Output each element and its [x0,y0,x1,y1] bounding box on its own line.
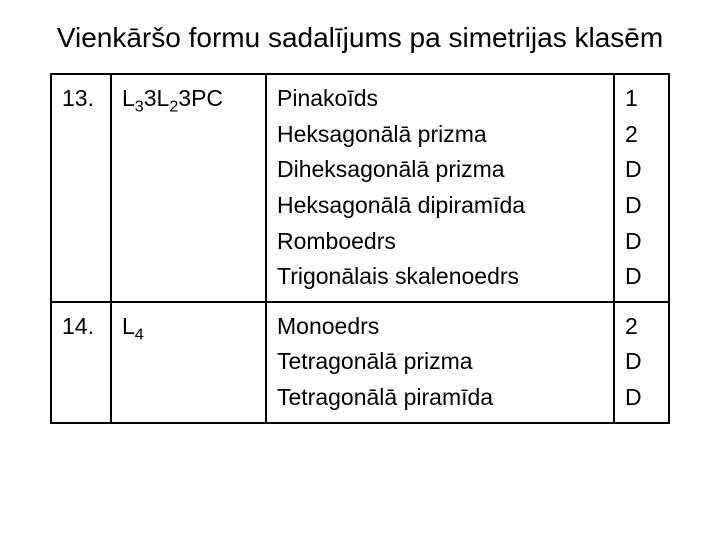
form-name: Tetragonālā piramīda [277,380,603,416]
form-name: Monoedrs [277,309,603,345]
value: 2 [625,309,658,345]
forms-list: PinakoīdsHeksagonālā prizmaDiheksagonālā… [266,74,614,302]
value: D [625,188,658,224]
symmetry-code: L4 [111,302,266,423]
symmetry-code: L33L23PC [111,74,266,302]
page-title: Vienkāršo formu sadalījums pa simetrijas… [50,20,670,55]
form-name: Heksagonālā dipiramīda [277,188,603,224]
table-row: 14.L4MonoedrsTetragonālā prizmaTetragonā… [51,302,669,423]
table-row: 13.L33L23PCPinakoīdsHeksagonālā prizmaDi… [51,74,669,302]
form-name: Romboedrs [277,224,603,260]
value: D [625,259,658,295]
form-name: Pinakoīds [277,81,603,117]
values-list: 12DDDD [614,74,669,302]
values-list: 2DD [614,302,669,423]
forms-list: MonoedrsTetragonālā prizmaTetragonālā pi… [266,302,614,423]
value: 1 [625,81,658,117]
form-name: Tetragonālā prizma [277,344,603,380]
row-number: 13. [51,74,111,302]
value: D [625,152,658,188]
form-name: Heksagonālā prizma [277,117,603,153]
value: D [625,344,658,380]
form-name: Diheksagonālā prizma [277,152,603,188]
form-name: Trigonālais skalenoedrs [277,259,603,295]
value: 2 [625,117,658,153]
value: D [625,380,658,416]
row-number: 14. [51,302,111,423]
value: D [625,224,658,260]
symmetry-table: 13.L33L23PCPinakoīdsHeksagonālā prizmaDi… [50,73,670,424]
